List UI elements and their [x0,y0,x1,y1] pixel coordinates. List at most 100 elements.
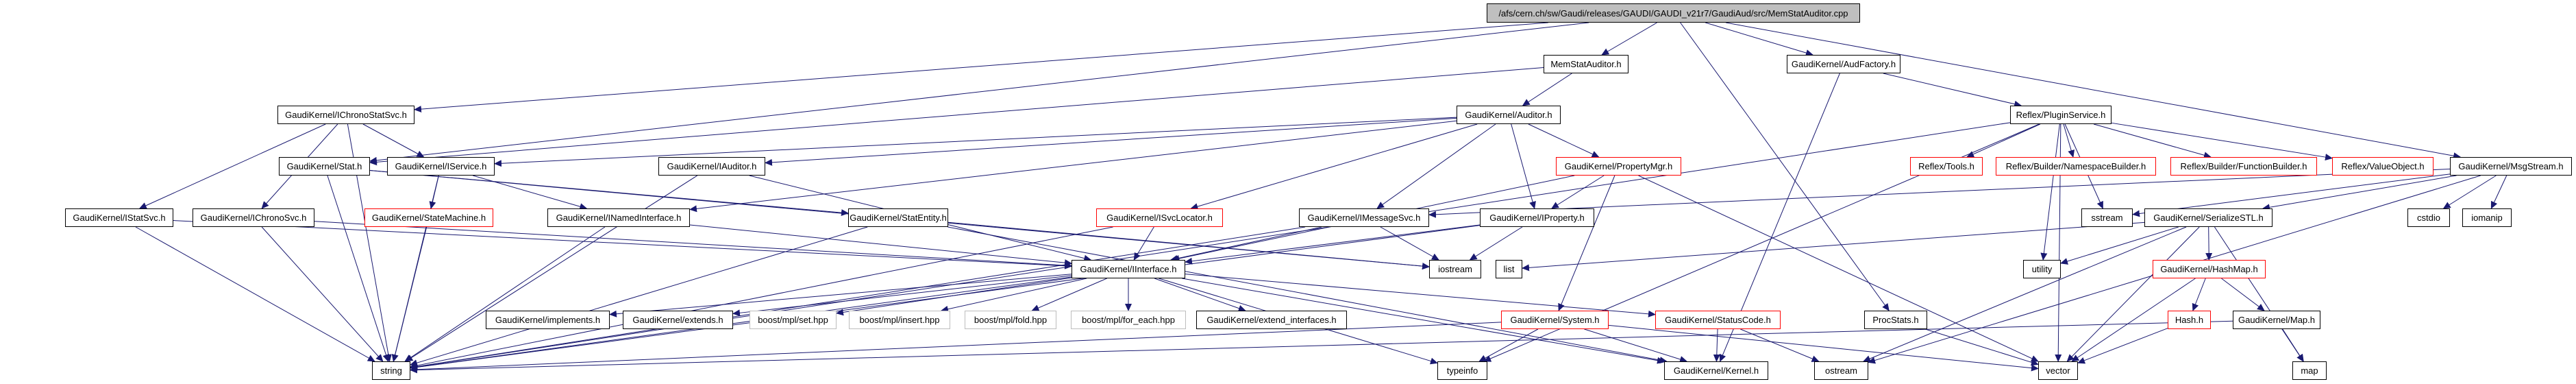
node-reflex-tools-h[interactable]: Reflex/Tools.h [1910,157,1983,176]
node-gaudikernel-kernel-h[interactable]: GaudiKernel/Kernel.h [1664,361,1768,380]
include-edge-n41-n48 [1925,328,2039,366]
include-edge-n9-n22 [1551,175,1605,209]
include-edge-n0-n6 [369,22,1589,164]
node-vector: vector [2038,361,2078,380]
include-edge-n24-n47 [1863,226,2187,362]
include-edge-n9-n39 [1558,175,1615,311]
node-gaudikernel-iauditor-h[interactable]: GaudiKernel/IAuditor.h [658,157,765,176]
node-string: string [372,361,410,380]
node-gaudikernel-hashmap-h[interactable]: GaudiKernel/HashMap.h [2153,260,2266,278]
include-edge-n24-n29 [1522,221,2145,272]
include-edge-n15-n44 [135,226,375,362]
include-edge-n16-n44 [261,226,384,362]
include-edge-n0-n14 [1725,22,2462,160]
node-procstats-h[interactable]: ProcStats.h [1864,311,1927,329]
include-edge-n3-n15 [138,123,326,209]
include-edge-n27-n32 [609,274,1072,317]
node-ostream: ostream [1814,361,1868,380]
node-gaudikernel-ichronostatsvc-h[interactable]: GaudiKernel/IChronoStatSvc.h [277,106,414,124]
include-edge-n16-n27 [314,221,1072,269]
node-memstatauditor-h[interactable]: MemStatAuditor.h [1544,55,1628,73]
include-edge-n27-n36 [1031,278,1107,311]
node-gaudikernel-stat-h[interactable]: GaudiKernel/Stat.h [279,157,370,176]
node-gaudikernel-statemachine-h[interactable]: GaudiKernel/StateMachine.h [364,208,493,227]
include-edge-n27-n46 [1182,278,1665,364]
include-edge-n22-n28 [1469,226,1523,261]
node-gaudikernel-extend-interfaces-h[interactable]: GaudiKernel/extend_interfaces.h [1196,311,1347,329]
include-edge-n19-n44 [410,226,868,366]
node-gaudikernel-statuscode-h[interactable]: GaudiKernel/StatusCode.h [1655,311,1781,329]
include-edge-n27-n34 [836,277,1072,316]
include-edge-n7-n18 [473,175,588,211]
node-reflex-builder-namespacebuilder-h[interactable]: Reflex/Builder/NamespaceBuilder.h [1996,157,2156,176]
include-edge-n43-n49 [2282,328,2304,362]
include-edge-n4-n18 [689,120,1457,213]
include-edge-n1-n6 [369,67,1544,166]
node-gaudikernel-isvclocator-h[interactable]: GaudiKernel/ISvcLocator.h [1096,208,1223,227]
node-gaudikernel-istatsvc-h[interactable]: GaudiKernel/IStatSvc.h [65,208,173,227]
include-edge-n27-n40 [1185,274,1656,317]
node-gaudikernel-map-h[interactable]: GaudiKernel/Map.h [2233,311,2320,329]
include-edge-n18-n27 [689,224,1072,267]
include-edge-n4-n7 [494,117,1457,167]
include-edge-n31-n48 [2071,278,2196,362]
node-gaudikernel-propertymgr-h[interactable]: GaudiKernel/PropertyMgr.h [1556,157,1681,176]
node-gaudikernel-ichronosvc-h[interactable]: GaudiKernel/IChronoSvc.h [193,208,314,227]
include-edge-n9-n48 [1638,175,2039,362]
include-edge-n5-n10 [1966,123,2041,158]
node-gaudikernel-serializestl-h[interactable]: GaudiKernel/SerializeSTL.h [2144,208,2272,227]
node-reflex-builder-functionbuilder-h[interactable]: Reflex/Builder/FunctionBuilder.h [2170,157,2317,176]
include-edge-n39-n45 [1478,328,1539,362]
include-edge-n27-n44 [410,276,1072,371]
include-edge-n27-n33 [732,275,1072,317]
include-edge-n19-n28 [948,221,1430,270]
include-edge-n14-n21 [1428,168,2451,218]
include-edge-n14-n26 [2490,175,2507,209]
node-gaudikernel-audfactory-h[interactable]: GaudiKernel/AudFactory.h [1787,55,1900,73]
node-gaudikernel-imessagesvc-h[interactable]: GaudiKernel/IMessageSvc.h [1299,208,1429,227]
include-edge-n17-n44 [391,226,428,362]
include-edge-n39-n44 [410,322,1502,373]
node-gaudikernel-inamedinterface-h[interactable]: GaudiKernel/INamedInterface.h [547,208,690,227]
include-edge-n19-n46 [948,226,1668,364]
node-gaudikernel-statentity-h[interactable]: GaudiKernel/StatEntity.h [848,208,948,227]
node-gaudikernel-msgstream-h[interactable]: GaudiKernel/MsgStream.h [2450,157,2572,176]
node-gaudikernel-iproperty-h[interactable]: GaudiKernel/IProperty.h [1480,208,1594,227]
node-iostream: iostream [1429,260,1481,278]
node-gaudikernel-extends-h[interactable]: GaudiKernel/extends.h [623,311,733,329]
include-edge-n4-n20 [1190,123,1478,210]
node-gaudikernel-system-h[interactable]: GaudiKernel/System.h [1501,311,1609,329]
node-boost-mpl-fold-hpp: boost/mpl/fold.hpp [965,311,1056,329]
include-edge-n5-n30 [2040,123,2060,261]
node-boost-mpl-set-hpp: boost/mpl/set.hpp [750,311,837,329]
node-gaudikernel-iinterface-h[interactable]: GaudiKernel/IInterface.h [1072,260,1185,278]
include-edge-n40-n46 [1713,328,1720,362]
node-gaudikernel-implements-h[interactable]: GaudiKernel/implements.h [486,311,610,329]
node-iomanip: iomanip [2462,208,2512,227]
node-gaudikernel-auditor-h[interactable]: GaudiKernel/Auditor.h [1457,106,1561,124]
include-edge-n22-n27 [1185,224,1481,265]
include-edge-n5-n44 [410,122,2011,370]
node-typeinfo: typeinfo [1437,361,1487,380]
include-edge-n5-n12 [2093,123,2212,159]
include-edge-n39-n48 [1608,324,2039,372]
node-hash-h[interactable]: Hash.h [2168,311,2211,329]
node-gaudikernel-iservice-h[interactable]: GaudiKernel/IService.h [387,157,495,176]
node-map: map [2292,361,2327,380]
node-reflex-pluginservice-h[interactable]: Reflex/PluginService.h [2010,106,2111,124]
include-edge-n21-n44 [410,226,1306,370]
node-cstdio: cstdio [2407,208,2450,227]
include-edge-n39-n46 [1584,328,1687,363]
include-edge-n21-n28 [1380,226,1439,261]
include-edge-n14-n24 [2262,175,2457,211]
include-edge-n0-n2 [1705,22,1813,56]
include-edge-n8-n44 [405,175,698,362]
include-edge-n0-n1 [1601,22,1657,56]
include-edge-n31-n43 [2221,278,2265,311]
include-edge-n43-n44 [410,320,2233,374]
node-reflex-valueobject-h[interactable]: Reflex/ValueObject.h [2332,157,2433,176]
include-edge-n4-n9 [1528,123,1600,158]
include-edge-n27-n35 [940,278,1087,313]
include-edge-n4-n8 [765,117,1457,166]
include-edge-n1-n4 [1522,73,1572,106]
